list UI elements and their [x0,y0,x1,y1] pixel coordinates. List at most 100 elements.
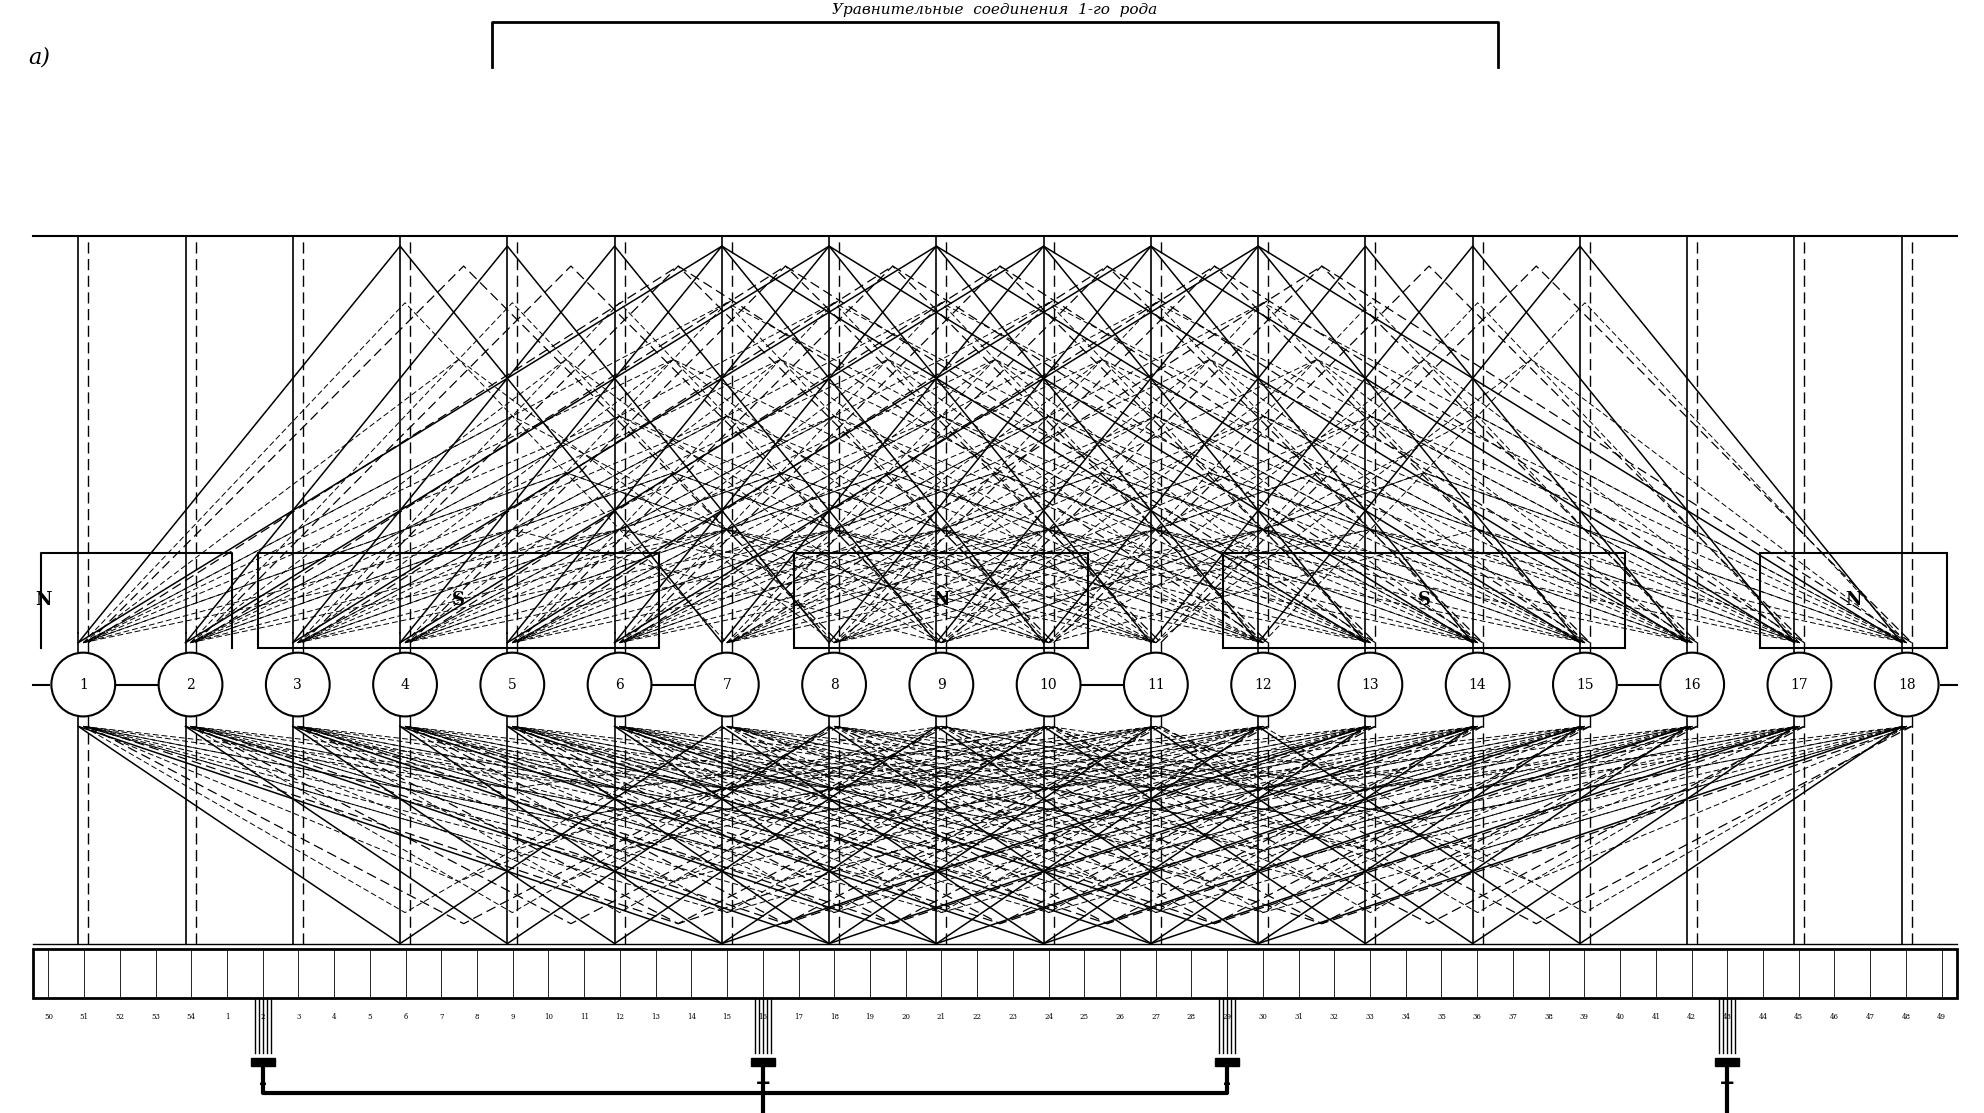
Text: 7: 7 [438,1013,444,1022]
Circle shape [52,652,115,717]
Text: 14: 14 [1468,678,1486,691]
Circle shape [802,652,865,717]
Text: 27: 27 [1151,1013,1161,1022]
Text: 29: 29 [1222,1013,1232,1022]
Text: 25: 25 [1079,1013,1089,1022]
Circle shape [1768,652,1831,717]
Text: 43: 43 [1722,1013,1732,1022]
Text: S: S [452,591,464,609]
Text: N: N [36,591,52,609]
Text: 32: 32 [1329,1013,1339,1022]
Text: 30: 30 [1258,1013,1268,1022]
Text: 5: 5 [508,678,516,691]
Text: 2: 2 [186,678,194,691]
Bar [794,553,1089,648]
Circle shape [480,652,544,717]
Text: 20: 20 [901,1013,911,1022]
Text: 18: 18 [829,1013,839,1022]
Text: 51: 51 [79,1013,89,1022]
Text: S: S [1417,591,1430,609]
Text: 15: 15 [722,1013,732,1022]
Text: Уравнительные  соединения  1-го  рода: Уравнительные соединения 1-го рода [833,3,1157,17]
Circle shape [266,652,329,717]
Text: 11: 11 [579,1013,589,1022]
Text: б: б [403,1013,409,1022]
Text: 38: 38 [1544,1013,1553,1022]
Text: 46: 46 [1829,1013,1839,1022]
Text: 42: 42 [1686,1013,1696,1022]
Circle shape [587,652,651,717]
Text: 47: 47 [1865,1013,1875,1022]
Text: 7: 7 [722,678,732,691]
Text: 49: 49 [1936,1013,1946,1022]
Text: 40: 40 [1615,1013,1625,1022]
Text: 8: 8 [474,1013,480,1022]
Text: 10: 10 [1040,678,1057,691]
Text: 23: 23 [1008,1013,1018,1022]
Bar [1216,1058,1240,1066]
Circle shape [1232,652,1296,717]
Text: 52: 52 [115,1013,125,1022]
Text: а): а) [28,47,50,69]
Text: 37: 37 [1508,1013,1518,1022]
Text: 17: 17 [1792,678,1807,691]
Text: 21: 21 [936,1013,946,1022]
Text: 19: 19 [865,1013,875,1022]
Text: 33: 33 [1365,1013,1375,1022]
Text: 18: 18 [1899,678,1915,691]
Text: -: - [258,1074,266,1093]
Text: 22: 22 [972,1013,982,1022]
Text: 26: 26 [1115,1013,1125,1022]
Text: 39: 39 [1579,1013,1589,1022]
Bar [1224,553,1625,648]
Circle shape [1125,652,1188,717]
Text: 2: 2 [260,1013,266,1022]
Text: +: + [1718,1074,1736,1093]
Text: 3: 3 [294,678,302,691]
Circle shape [159,652,222,717]
Text: 9: 9 [510,1013,516,1022]
Text: 31: 31 [1294,1013,1303,1022]
Text: 53: 53 [151,1013,161,1022]
Text: 14: 14 [686,1013,696,1022]
Text: 15: 15 [1575,678,1593,691]
Bar [1716,1058,1740,1066]
Text: N: N [1845,591,1861,609]
Text: 12: 12 [615,1013,625,1022]
Bar [258,553,659,648]
Text: 54: 54 [186,1013,196,1022]
Text: 45: 45 [1794,1013,1803,1022]
Text: 8: 8 [829,678,839,691]
Text: 9: 9 [936,678,946,691]
Text: 11: 11 [1147,678,1165,691]
Text: 35: 35 [1436,1013,1446,1022]
Bar [34,948,1956,998]
Text: 16: 16 [758,1013,768,1022]
Text: 36: 36 [1472,1013,1482,1022]
Circle shape [373,652,436,717]
Text: 28: 28 [1186,1013,1196,1022]
Text: 44: 44 [1758,1013,1768,1022]
Circle shape [1875,652,1938,717]
Text: -: - [1224,1074,1232,1093]
Text: +: + [754,1074,772,1093]
Text: 48: 48 [1901,1013,1911,1022]
Text: 4: 4 [331,1013,337,1022]
Circle shape [694,652,758,717]
Text: 10: 10 [544,1013,554,1022]
Text: 50: 50 [44,1013,54,1022]
Text: 3: 3 [296,1013,302,1022]
Bar [250,1058,274,1066]
Bar [750,1058,776,1066]
Text: 1: 1 [224,1013,230,1022]
Text: 6: 6 [615,678,623,691]
Text: 5: 5 [367,1013,373,1022]
Text: 4: 4 [401,678,409,691]
Circle shape [1016,652,1081,717]
Bar [1760,553,1946,648]
Text: N: N [932,591,950,609]
Text: 12: 12 [1254,678,1272,691]
Text: 13: 13 [651,1013,661,1022]
Circle shape [1553,652,1617,717]
Text: 41: 41 [1651,1013,1661,1022]
